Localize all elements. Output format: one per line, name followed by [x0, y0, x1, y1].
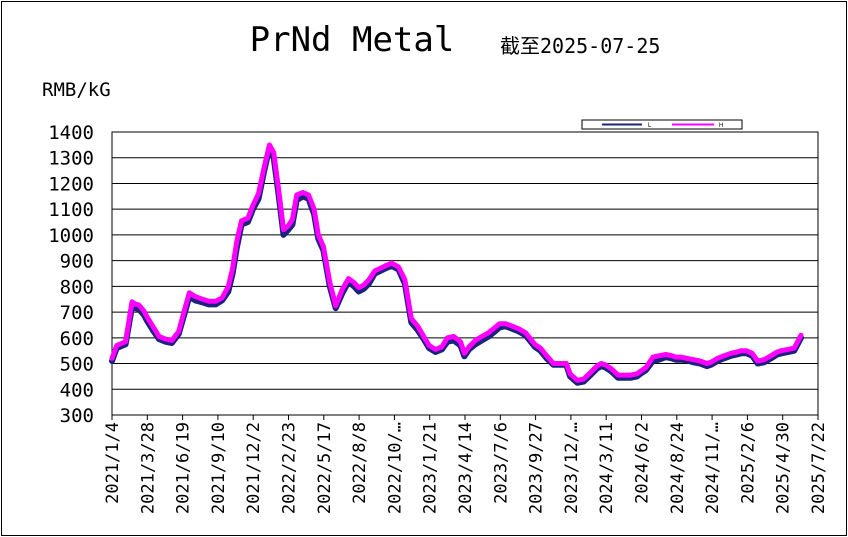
x-tick-label: 2021/1/4 [103, 422, 123, 504]
legend: L H [581, 119, 743, 130]
x-tick-label: 2023/1/21 [421, 422, 441, 514]
y-tick-label: 1400 [48, 122, 94, 144]
x-tick-label: 2025/4/30 [774, 422, 794, 514]
y-tick-label: 1300 [48, 148, 94, 170]
y-tick-label: 600 [60, 328, 94, 350]
y-axis-unit: RMB/kG [42, 79, 111, 101]
x-tick-label: 2021/3/28 [138, 422, 158, 514]
x-tick-label: 2025/7/22 [809, 422, 829, 514]
legend-label-l: L [648, 123, 652, 129]
legend-box [581, 119, 743, 130]
y-tick-label: 1200 [48, 173, 94, 195]
x-tick-label: 2023/4/14 [456, 422, 476, 514]
y-tick-label: 1100 [48, 199, 94, 221]
x-tick-label: 2024/3/11 [597, 422, 617, 514]
x-tick-label: 2021/6/19 [174, 422, 194, 514]
chart-subtitle: 截至2025-07-25 [500, 34, 660, 58]
series-line-h [109, 142, 804, 383]
x-tick-label: 2024/11/… [703, 422, 723, 514]
x-tick-label: 2022/5/17 [315, 422, 335, 514]
x-tick-label: 2022/8/8 [350, 422, 370, 504]
y-tick-label: 900 [60, 251, 94, 273]
x-axis-ticks: 2021/1/4 2021/3/28 2021/6/19 2021/9/10 2021/… [103, 415, 829, 514]
y-tick-label: 700 [60, 302, 94, 324]
y-tick-label: 1000 [48, 225, 94, 247]
y-tick-label: 800 [60, 276, 94, 298]
x-tick-label: 2023/12/… [562, 422, 582, 514]
series-line-l [109, 144, 804, 386]
y-tick-label: 400 [60, 379, 94, 401]
series-lines [109, 142, 804, 386]
x-tick-label: 2021/9/10 [209, 422, 229, 514]
x-tick-label: 2023/7/6 [491, 422, 511, 504]
x-tick-label: 2024/8/24 [668, 422, 688, 514]
x-tick-label: 2024/6/2 [633, 422, 653, 504]
y-axis-ticks: 1400 1300 1200 1100 1000 900 800 700 600 500 400 30… [48, 122, 94, 427]
x-tick-label: 2022/10/… [385, 422, 405, 514]
plot-area [111, 131, 819, 416]
x-tick-label: 2021/12/2 [244, 422, 264, 514]
x-tick-label: 2025/2/6 [738, 422, 758, 504]
y-tick-label: 300 [60, 405, 94, 427]
legend-label-h: H [719, 123, 723, 129]
x-tick-label: 2023/9/27 [527, 422, 547, 514]
y-tick-label: 500 [60, 354, 94, 376]
x-tick-label: 2022/2/23 [280, 422, 300, 514]
chart-title: PrNd Metal [250, 20, 455, 60]
